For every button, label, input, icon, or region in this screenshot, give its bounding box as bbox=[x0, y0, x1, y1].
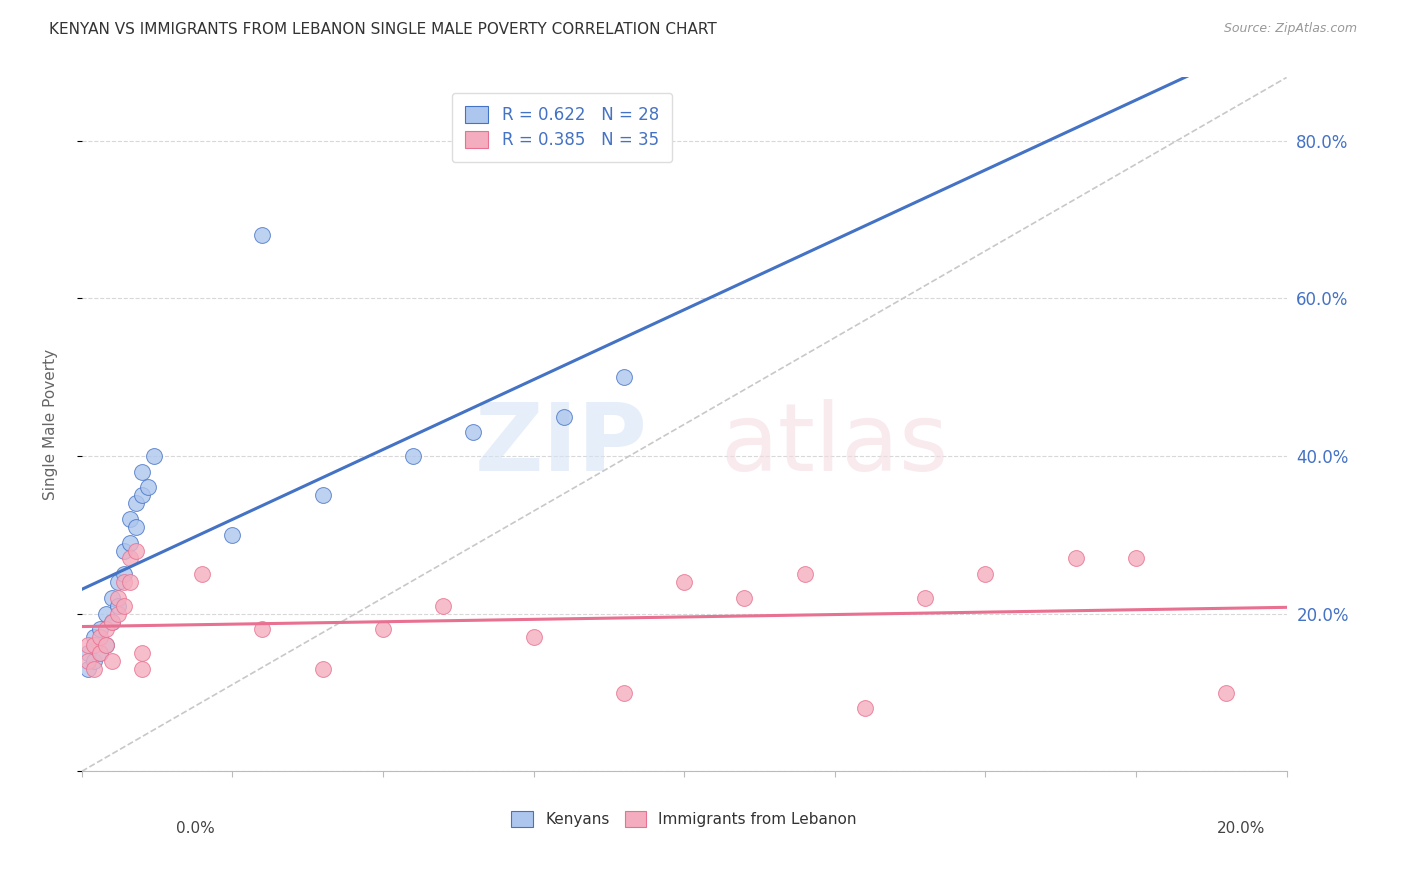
Point bbox=[83, 662, 105, 676]
Point bbox=[107, 599, 129, 613]
Point bbox=[522, 630, 544, 644]
Point bbox=[118, 512, 141, 526]
Point bbox=[143, 449, 166, 463]
Point bbox=[191, 567, 214, 582]
Point bbox=[94, 623, 117, 637]
Point bbox=[112, 543, 135, 558]
Point bbox=[613, 685, 636, 699]
Point bbox=[125, 496, 148, 510]
Point bbox=[83, 638, 105, 652]
Point bbox=[101, 615, 124, 629]
Point bbox=[136, 481, 159, 495]
Text: KENYAN VS IMMIGRANTS FROM LEBANON SINGLE MALE POVERTY CORRELATION CHART: KENYAN VS IMMIGRANTS FROM LEBANON SINGLE… bbox=[49, 22, 717, 37]
Text: 0.0%: 0.0% bbox=[176, 821, 215, 836]
Point bbox=[83, 654, 105, 668]
Point bbox=[402, 449, 425, 463]
Y-axis label: Single Male Poverty: Single Male Poverty bbox=[44, 349, 58, 500]
Point bbox=[673, 575, 696, 590]
Point bbox=[76, 638, 98, 652]
Point bbox=[312, 662, 335, 676]
Point bbox=[76, 654, 98, 668]
Point bbox=[221, 528, 243, 542]
Point bbox=[553, 409, 575, 424]
Point bbox=[1125, 551, 1147, 566]
Point bbox=[125, 543, 148, 558]
Point bbox=[89, 646, 111, 660]
Point bbox=[107, 575, 129, 590]
Text: 20.0%: 20.0% bbox=[1218, 821, 1265, 836]
Text: ZIP: ZIP bbox=[475, 400, 648, 491]
Point bbox=[252, 228, 274, 243]
Point bbox=[371, 623, 394, 637]
Point bbox=[112, 567, 135, 582]
Point bbox=[112, 575, 135, 590]
Point bbox=[312, 488, 335, 502]
Point bbox=[76, 662, 98, 676]
Point bbox=[1215, 685, 1237, 699]
Point bbox=[118, 575, 141, 590]
Point bbox=[125, 520, 148, 534]
Point bbox=[793, 567, 815, 582]
Point bbox=[83, 630, 105, 644]
Point bbox=[463, 425, 485, 440]
Legend: Kenyans, Immigrants from Lebanon: Kenyans, Immigrants from Lebanon bbox=[505, 805, 863, 833]
Text: atlas: atlas bbox=[720, 400, 949, 491]
Point bbox=[1064, 551, 1087, 566]
Point bbox=[101, 615, 124, 629]
Point bbox=[89, 646, 111, 660]
Point bbox=[118, 551, 141, 566]
Point bbox=[131, 488, 153, 502]
Text: Source: ZipAtlas.com: Source: ZipAtlas.com bbox=[1223, 22, 1357, 36]
Point bbox=[89, 623, 111, 637]
Point bbox=[733, 591, 755, 605]
Point bbox=[131, 646, 153, 660]
Point bbox=[89, 630, 111, 644]
Point bbox=[974, 567, 997, 582]
Point bbox=[118, 535, 141, 549]
Point bbox=[94, 607, 117, 621]
Point bbox=[432, 599, 454, 613]
Point bbox=[914, 591, 936, 605]
Point bbox=[107, 607, 129, 621]
Point bbox=[853, 701, 876, 715]
Point bbox=[76, 646, 98, 660]
Point bbox=[613, 370, 636, 384]
Point bbox=[112, 599, 135, 613]
Point bbox=[131, 465, 153, 479]
Point bbox=[252, 623, 274, 637]
Point bbox=[94, 638, 117, 652]
Point bbox=[107, 591, 129, 605]
Point bbox=[101, 591, 124, 605]
Point bbox=[94, 638, 117, 652]
Point bbox=[131, 662, 153, 676]
Point bbox=[101, 654, 124, 668]
